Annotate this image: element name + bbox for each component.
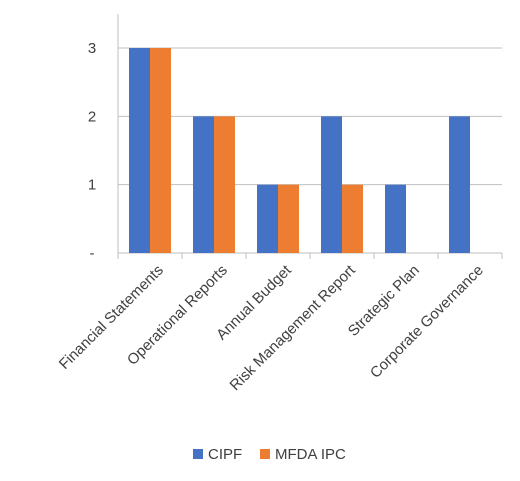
bars [129,48,470,253]
legend-label: CIPF [208,446,242,463]
legend-swatch [260,449,270,459]
legend-label: MFDA IPC [275,446,346,463]
x-tick-label: Financial Statements [56,262,167,373]
bar-cipf [385,184,406,253]
bar-mfda-ipc [278,184,299,253]
x-tick-label: Corporate Governance [367,262,487,382]
y-tick-labels: - 1 2 3 [88,40,96,262]
bar-cipf [193,116,214,253]
bar-mfda-ipc [150,48,171,253]
y-tick-label: 3 [88,40,96,57]
y-tick-label: - [90,245,95,262]
gridlines [118,47,502,186]
bar-cipf [321,116,342,253]
bar-cipf [257,184,278,253]
x-tick-label: Risk Management Report [227,261,360,394]
x-axis [117,14,503,259]
y-tick-label: 2 [88,108,96,125]
y-tick-label: 1 [88,177,96,194]
bar-cipf [449,116,470,253]
bar-cipf [129,48,150,253]
bar-mfda-ipc [342,184,363,253]
bar-mfda-ipc [214,116,235,253]
legend: CIPF MFDA IPC [193,446,346,463]
legend-swatch [193,449,203,459]
